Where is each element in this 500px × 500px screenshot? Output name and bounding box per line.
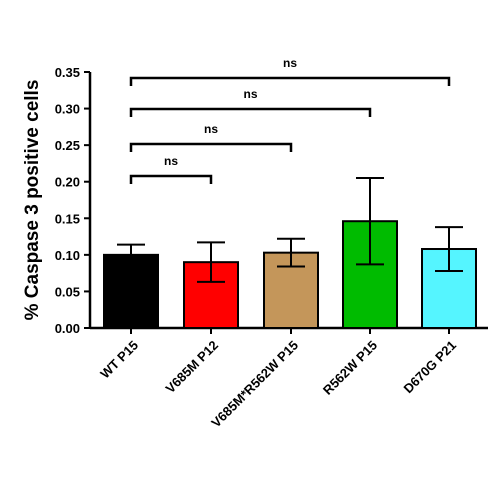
significance-bracket [129, 76, 451, 86]
significance-label: ns [164, 154, 178, 168]
significance-bracket [129, 142, 293, 152]
bar [103, 253, 159, 330]
significance-label: ns [204, 122, 218, 136]
significance-label: ns [243, 87, 257, 101]
y-tick-label: 0.15 [55, 211, 80, 226]
significance-label: ns [283, 56, 297, 70]
x-category-label: WT P15 [97, 338, 141, 382]
bar [421, 248, 477, 329]
y-tick-label: 0.10 [55, 248, 80, 263]
x-category-label: V685M*R562W P15 [208, 338, 301, 431]
significance-bracket [129, 107, 372, 117]
x-category-label: D670G P21 [400, 338, 459, 397]
y-axis-label-group: % Caspase 3 positive cells [22, 80, 43, 321]
x-category-label: V685M P12 [162, 338, 221, 397]
x-category-label: R562W P15 [320, 338, 380, 398]
y-tick-label: 0.20 [55, 175, 80, 190]
significance-brackets: ns ns ns ns [129, 56, 451, 184]
y-axis-label: % Caspase 3 positive cells [22, 80, 43, 321]
y-tick-label: 0.30 [55, 102, 80, 117]
y-tick-label: 0.35 [55, 65, 80, 80]
y-tick-label: 0.25 [55, 138, 80, 153]
y-tick-label: 0.05 [55, 284, 80, 299]
y-tick-label: 0.00 [55, 321, 80, 336]
significance-bracket [129, 174, 213, 184]
